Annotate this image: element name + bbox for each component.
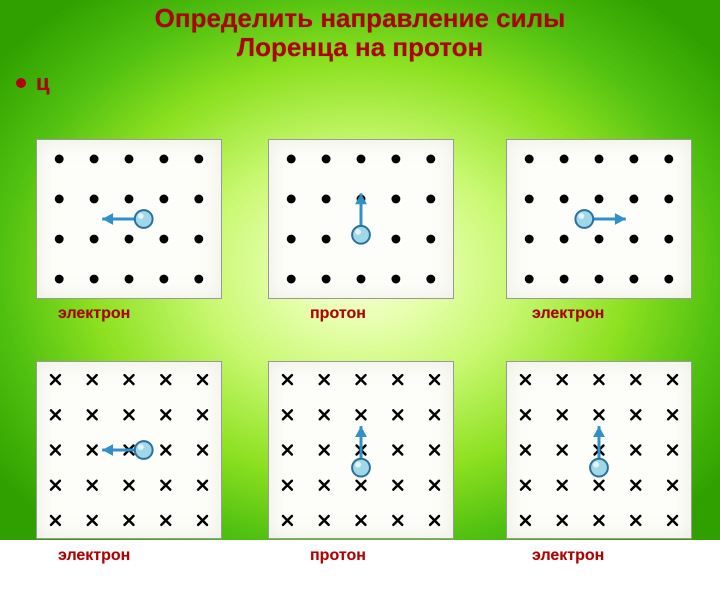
- panel-caption: электрон: [532, 547, 604, 565]
- panel-caption: электрон: [58, 547, 130, 565]
- page-title: Определить направление силы Лоренца на п…: [0, 0, 720, 61]
- field-diagram: [37, 140, 221, 298]
- diagram-panel: [268, 361, 454, 539]
- content: Определить направление силы Лоренца на п…: [0, 0, 720, 540]
- field-diagram: [269, 140, 453, 298]
- field-diagram: [507, 362, 691, 538]
- diagram-panel: [36, 361, 222, 539]
- panel-caption: электрон: [58, 305, 130, 323]
- title-line-1: Определить направление силы: [0, 4, 720, 33]
- field-diagram: [37, 362, 221, 538]
- diagram-panel: [36, 139, 222, 299]
- field-diagram: [507, 140, 691, 298]
- panel-caption: электрон: [532, 305, 604, 323]
- diagram-panel: [268, 139, 454, 299]
- diagram-panel: [506, 361, 692, 539]
- panel-caption: протон: [310, 305, 366, 323]
- panel-caption: протон: [310, 547, 366, 565]
- title-line-2: Лоренца на протон: [0, 33, 720, 62]
- diagram-grid: электрон протон электрон электрон протон элек…: [0, 61, 720, 601]
- field-diagram: [269, 362, 453, 538]
- diagram-panel: [506, 139, 692, 299]
